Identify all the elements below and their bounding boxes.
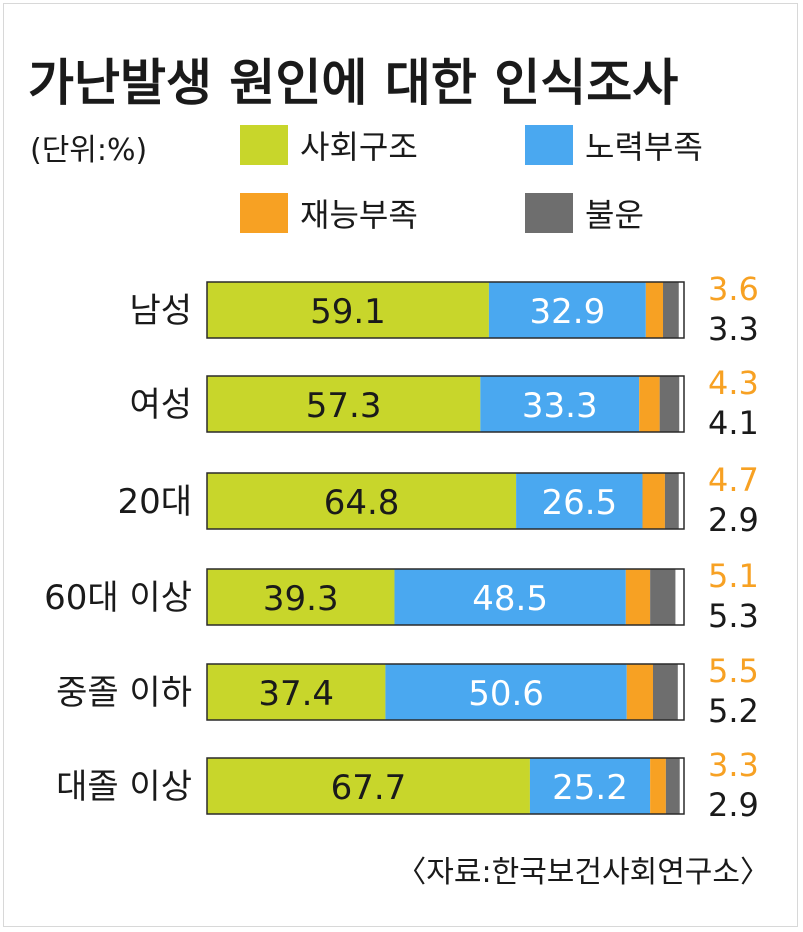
bar-outline	[206, 375, 685, 433]
legend-label: 재능부족	[300, 196, 418, 234]
bar-segment	[625, 569, 651, 625]
data-label: 2.9	[708, 786, 759, 824]
bar-segment	[207, 473, 517, 529]
bar-segment	[480, 376, 640, 432]
category-label: 중졸 이하	[56, 673, 192, 713]
data-label: 4.7	[708, 461, 759, 499]
data-label: 5.1	[708, 557, 759, 595]
bar-segment	[207, 664, 386, 720]
bar-segment	[639, 376, 660, 432]
chart-frame	[3, 3, 798, 927]
legend-label: 노력부족	[585, 128, 703, 166]
data-label: 3.3	[708, 310, 759, 348]
bar-outline	[206, 757, 685, 815]
bar-segment	[626, 664, 653, 720]
bar-segment	[650, 758, 666, 814]
data-label: 3.6	[708, 270, 759, 308]
data-label: 64.8	[324, 483, 400, 523]
bar-segment	[529, 758, 651, 814]
data-label: 5.3	[708, 597, 759, 635]
data-label: 39.3	[263, 579, 339, 619]
bar-segment	[207, 282, 489, 338]
bar-segment	[207, 376, 481, 432]
bar-segment	[665, 758, 680, 814]
bar-segment	[207, 569, 395, 625]
data-label: 57.3	[306, 386, 382, 426]
bar-segment	[645, 282, 664, 338]
data-label: 32.9	[530, 292, 606, 332]
data-label: 5.2	[708, 692, 759, 730]
bar-segment	[642, 473, 665, 529]
data-label: 37.4	[258, 674, 334, 714]
data-label: 48.5	[472, 579, 548, 619]
bar-outline	[206, 663, 685, 721]
chart-title: 가난발생 원인에 대한 인식조사	[28, 54, 678, 112]
legend-swatch	[240, 125, 288, 165]
category-label: 20대	[117, 482, 192, 522]
bar-segment	[650, 569, 676, 625]
category-label: 대졸 이상	[56, 767, 192, 807]
bar-outline	[206, 568, 685, 626]
data-label: 4.1	[708, 404, 759, 442]
legend-label: 불운	[585, 196, 644, 234]
legend-swatch	[525, 125, 573, 165]
category-label: 여성	[129, 385, 192, 425]
data-label: 4.3	[708, 364, 759, 402]
bar-outline	[206, 281, 685, 339]
data-label: 26.5	[541, 483, 617, 523]
category-label: 남성	[129, 291, 192, 331]
legend-swatch	[240, 193, 288, 233]
legend-swatch	[525, 193, 573, 233]
legend-label: 사회구조	[300, 128, 418, 166]
bar-segment	[516, 473, 643, 529]
bar-outline	[206, 472, 685, 530]
data-label: 33.3	[522, 386, 598, 426]
bar-segment	[394, 569, 626, 625]
bar-segment	[664, 473, 679, 529]
data-label: 67.7	[331, 768, 407, 808]
bar-segment	[663, 282, 679, 338]
data-label: 3.3	[708, 746, 759, 784]
bar-segment	[385, 664, 627, 720]
data-label: 5.5	[708, 652, 759, 690]
bar-segment	[659, 376, 680, 432]
data-label: 50.6	[468, 674, 544, 714]
data-label: 2.9	[708, 501, 759, 539]
bar-segment	[207, 758, 530, 814]
bar-segment	[488, 282, 646, 338]
data-label: 59.1	[310, 292, 386, 332]
bar-segment	[652, 664, 678, 720]
category-label: 60대 이상	[44, 578, 192, 618]
unit-label: (단위:%)	[30, 133, 147, 168]
source-note: 〈자료:한국보건사회연구소〉	[396, 855, 770, 890]
data-label: 25.2	[552, 768, 628, 808]
